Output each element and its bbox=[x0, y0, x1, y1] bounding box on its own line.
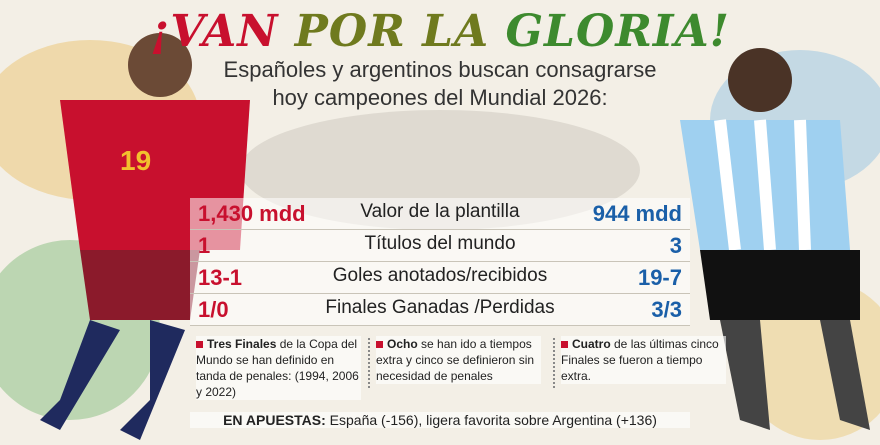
title: ¡VAN POR LA GLORIA! bbox=[0, 6, 880, 57]
spain-value: 1 bbox=[198, 233, 211, 258]
note-bold: Ocho bbox=[376, 337, 418, 351]
note-text: de la Copa del Mundo se han definido en … bbox=[196, 337, 359, 399]
spain-value: 13-1 bbox=[198, 265, 243, 290]
table-row: 13-1 Goles anotados/recibidos 19-7 bbox=[190, 262, 690, 294]
note: Ocho se han ido a tiempos extra y cinco … bbox=[376, 336, 541, 384]
footer-text: España (-156), ligera favorita sobre Arg… bbox=[325, 412, 657, 428]
note-text: se han ido a tiempos extra y cinco se de… bbox=[376, 337, 535, 383]
footer-bold: EN APUESTAS: bbox=[223, 412, 326, 428]
spain-value: 1,430 mdd bbox=[198, 201, 306, 226]
stat-label: Títulos del mundo bbox=[364, 233, 516, 254]
table-row: 1,430 mdd Valor de la plantilla 944 mdd bbox=[190, 198, 690, 230]
title-part: POR LA bbox=[294, 6, 506, 57]
spain-value: 1/0 bbox=[198, 297, 229, 322]
note: Cuatro de las últimas cinco Finales se f… bbox=[561, 336, 726, 384]
table-row: 1/0 Finales Ganadas /Perdidas 3/3 bbox=[190, 294, 690, 326]
comparison-table: 1,430 mdd Valor de la plantilla 944 mdd 1 Tí… bbox=[190, 198, 690, 326]
note-text: de las últimas cinco Finales se fueron a… bbox=[561, 337, 719, 383]
footer: EN APUESTAS: España (-156), ligera favor… bbox=[190, 412, 690, 428]
title-part: GLORIA! bbox=[505, 6, 730, 57]
table-row: 1 Títulos del mundo 3 bbox=[190, 230, 690, 262]
stat-label: Valor de la plantilla bbox=[360, 201, 520, 222]
argentina-value: 3/3 bbox=[651, 297, 682, 322]
note-bold: Cuatro bbox=[561, 337, 611, 351]
note-divider bbox=[553, 338, 555, 388]
stat-label: Finales Ganadas /Perdidas bbox=[325, 297, 555, 318]
svg-text:19: 19 bbox=[120, 145, 151, 176]
subtitle-line: Españoles y argentinos buscan consagrars… bbox=[223, 57, 657, 82]
subtitle: Españoles y argentinos buscan consagrars… bbox=[200, 56, 680, 112]
subtitle-line: hoy campeones del Mundial 2026: bbox=[272, 85, 608, 110]
argentina-value: 3 bbox=[669, 233, 682, 258]
note-bold: Tres Finales bbox=[196, 337, 276, 351]
note: Tres Finales de la Copa del Mundo se han… bbox=[196, 336, 361, 400]
argentina-value: 19-7 bbox=[637, 265, 682, 290]
note-divider bbox=[368, 338, 370, 388]
stat-label: Goles anotados/recibidos bbox=[332, 265, 548, 286]
argentina-value: 944 mdd bbox=[592, 201, 682, 226]
title-part: ¡VAN bbox=[150, 6, 295, 57]
